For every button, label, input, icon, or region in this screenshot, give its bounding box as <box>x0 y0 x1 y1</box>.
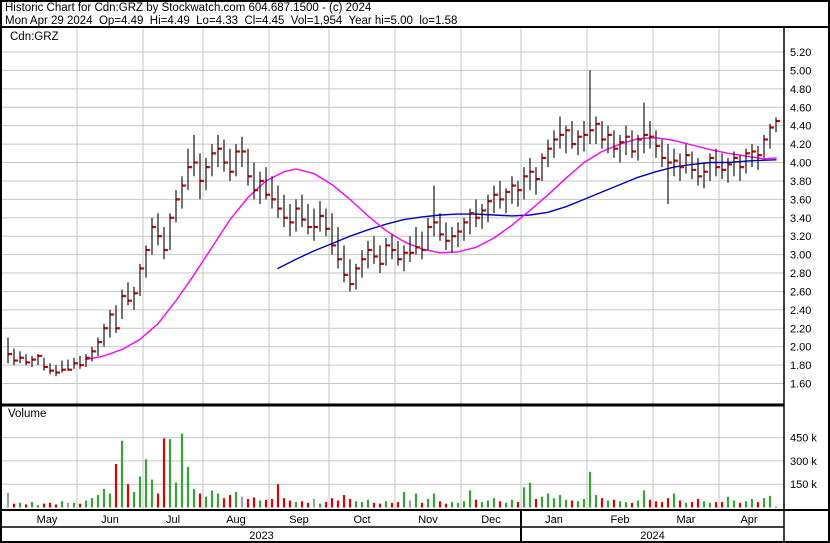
price-axis-labels: 5.20 5.00 4.80 4.60 4.40 4.20 4.00 3.80 3.60 3.40… <box>790 47 811 391</box>
volume-tick-label: 150 k <box>790 479 817 491</box>
year-axis-labels: 2023 2024 <box>249 530 664 542</box>
month-label: Dec <box>481 514 501 526</box>
gridlines <box>2 28 784 509</box>
quote-summary-line: Mon Apr 29 2024 Op=4.49 Hi=4.49 Lo=4.33 … <box>5 15 458 27</box>
volume-axis-labels: 450 k 300 k 150 k <box>790 433 817 492</box>
price-tick-label: 3.40 <box>790 213 811 225</box>
close-ticks <box>8 119 781 374</box>
month-label: Feb <box>611 514 630 526</box>
ma-long-line <box>277 159 777 270</box>
month-label: Jun <box>101 514 119 526</box>
year-label: 2023 <box>249 530 273 542</box>
year-label: 2024 <box>640 530 664 542</box>
price-tick-label: 4.20 <box>790 139 811 151</box>
month-axis-labels: May Jun Jul Aug Sep Oct Nov Dec Jan Feb Mar Apr <box>37 514 758 526</box>
price-tick-label: 2.80 <box>790 268 811 280</box>
chart-title: Historic Chart for Cdn:GRZ by Stockwatch… <box>5 2 372 14</box>
month-label: Jan <box>545 514 563 526</box>
month-label: May <box>37 514 58 526</box>
price-tick-label: 5.00 <box>790 65 811 77</box>
hlc-bars <box>7 70 777 377</box>
volume-tick-label: 300 k <box>790 456 817 468</box>
price-tick-label: 2.20 <box>790 323 811 335</box>
price-tick-label: 1.80 <box>790 360 811 372</box>
price-tick-label: 4.00 <box>790 158 811 170</box>
month-label: Apr <box>740 514 757 526</box>
price-tick-label: 3.00 <box>790 250 811 262</box>
volume-pane-label: Volume <box>8 408 47 420</box>
volume-bars <box>6 433 778 508</box>
price-tick-label: 4.60 <box>790 102 811 114</box>
price-tick-label: 1.60 <box>790 379 811 391</box>
month-label: Jul <box>166 514 180 526</box>
month-label: Mar <box>677 514 696 526</box>
price-tick-label: 2.60 <box>790 286 811 298</box>
price-tick-label: 3.80 <box>790 176 811 188</box>
ma-short-line <box>85 136 777 361</box>
price-tick-label: 5.20 <box>790 47 811 59</box>
price-tick-label: 2.00 <box>790 342 811 354</box>
price-tick-label: 4.80 <box>790 84 811 96</box>
price-tick-label: 3.60 <box>790 194 811 206</box>
volume-tick-label: 450 k <box>790 433 817 445</box>
month-label: Aug <box>226 514 246 526</box>
price-tick-label: 3.20 <box>790 231 811 243</box>
month-label: Oct <box>353 514 370 526</box>
month-label: Sep <box>289 514 309 526</box>
month-label: Nov <box>418 514 438 526</box>
price-tick-label: 2.40 <box>790 305 811 317</box>
price-tick-label: 4.40 <box>790 121 811 133</box>
symbol-label: Cdn:GRZ <box>10 31 59 43</box>
